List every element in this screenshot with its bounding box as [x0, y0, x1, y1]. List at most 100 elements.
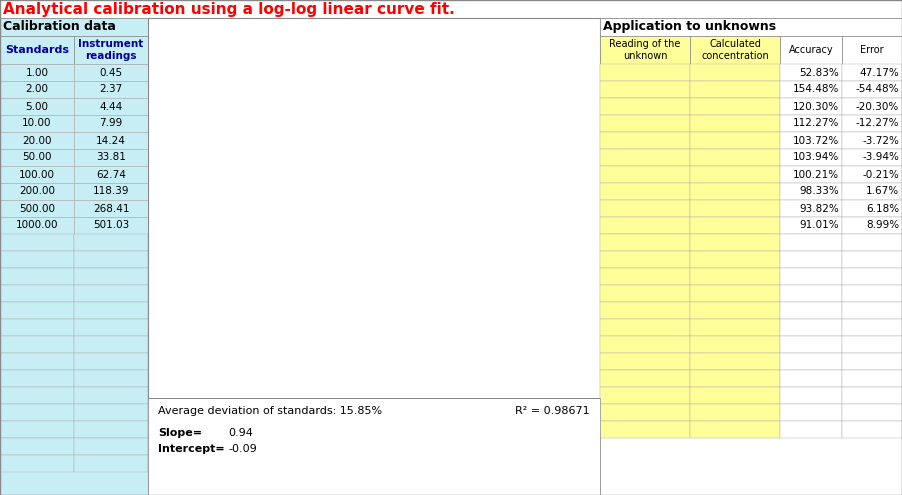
Bar — [74, 183, 148, 200]
Bar — [690, 149, 780, 166]
Bar — [690, 200, 780, 217]
Bar — [600, 115, 690, 132]
Bar — [842, 404, 902, 421]
Bar — [690, 387, 780, 404]
Bar — [780, 183, 842, 200]
Bar — [600, 36, 690, 64]
Bar — [0, 166, 74, 183]
Bar — [600, 98, 690, 115]
Bar — [74, 166, 148, 183]
Text: Standards: Standards — [5, 45, 69, 55]
Bar — [600, 353, 690, 370]
Text: 20.00: 20.00 — [23, 136, 51, 146]
Bar — [600, 166, 690, 183]
Text: 50.00: 50.00 — [23, 152, 51, 162]
Bar — [780, 302, 842, 319]
Text: 0.94: 0.94 — [228, 428, 253, 438]
Text: Average deviation of standards: 15.85%: Average deviation of standards: 15.85% — [158, 406, 382, 416]
Text: Application to unknowns: Application to unknowns — [603, 20, 776, 33]
Text: 47.17%: 47.17% — [860, 67, 899, 78]
Bar — [74, 251, 148, 268]
Bar — [842, 370, 902, 387]
Bar — [74, 115, 148, 132]
Bar — [0, 370, 74, 387]
Text: 500.00: 500.00 — [19, 203, 55, 213]
Text: 1.67%: 1.67% — [866, 187, 899, 197]
Bar — [0, 404, 74, 421]
Bar — [690, 302, 780, 319]
Bar — [780, 36, 842, 64]
Text: -0.21%: -0.21% — [862, 169, 899, 180]
Bar — [600, 421, 690, 438]
Bar — [690, 370, 780, 387]
Bar — [74, 455, 148, 472]
Bar — [600, 234, 690, 251]
Text: -0.09: -0.09 — [228, 444, 257, 454]
Bar — [0, 98, 74, 115]
Bar — [74, 64, 148, 81]
Text: 1.00: 1.00 — [25, 67, 49, 78]
Bar — [780, 370, 842, 387]
Text: 100.00: 100.00 — [19, 169, 55, 180]
Bar — [842, 166, 902, 183]
Text: 103.94%: 103.94% — [793, 152, 839, 162]
Bar — [74, 234, 148, 251]
Bar — [690, 36, 780, 64]
Bar — [780, 132, 842, 149]
Bar — [842, 200, 902, 217]
Bar — [0, 421, 74, 438]
Bar — [0, 200, 74, 217]
Text: 0.45: 0.45 — [99, 67, 123, 78]
Bar — [780, 319, 842, 336]
Bar — [690, 319, 780, 336]
Bar — [690, 81, 780, 98]
Bar — [780, 285, 842, 302]
Bar — [842, 98, 902, 115]
Bar — [842, 285, 902, 302]
Bar — [690, 183, 780, 200]
Text: 100.21%: 100.21% — [793, 169, 839, 180]
Bar — [842, 217, 902, 234]
Text: 14.24: 14.24 — [96, 136, 126, 146]
Bar — [74, 370, 148, 387]
Bar — [690, 268, 780, 285]
Text: Error: Error — [861, 45, 884, 55]
Bar — [842, 81, 902, 98]
Bar — [690, 404, 780, 421]
Bar — [780, 336, 842, 353]
Text: 501.03: 501.03 — [93, 220, 129, 231]
Bar — [690, 98, 780, 115]
Bar — [600, 149, 690, 166]
Text: R² = 0.98671: R² = 0.98671 — [515, 406, 590, 416]
Text: 118.39: 118.39 — [93, 187, 129, 197]
Bar — [74, 149, 148, 166]
Text: 6.18%: 6.18% — [866, 203, 899, 213]
Bar — [74, 319, 148, 336]
Text: -3.94%: -3.94% — [862, 152, 899, 162]
Bar — [600, 132, 690, 149]
Bar — [780, 98, 842, 115]
Bar — [74, 438, 148, 455]
Bar — [842, 36, 902, 64]
Text: 4.44: 4.44 — [99, 101, 123, 111]
Bar — [842, 115, 902, 132]
Text: 10.00: 10.00 — [23, 118, 51, 129]
Bar — [0, 115, 74, 132]
Bar — [0, 183, 74, 200]
Bar — [600, 387, 690, 404]
Bar — [780, 353, 842, 370]
Bar — [600, 336, 690, 353]
Bar — [780, 268, 842, 285]
X-axis label: Log Concentration: Log Concentration — [332, 298, 446, 308]
Text: 2.00: 2.00 — [25, 85, 49, 95]
Text: 103.72%: 103.72% — [793, 136, 839, 146]
Bar — [690, 353, 780, 370]
Text: 1000.00: 1000.00 — [15, 220, 59, 231]
Bar — [600, 404, 690, 421]
Text: 154.48%: 154.48% — [793, 85, 839, 95]
Bar — [600, 18, 902, 36]
Bar — [600, 183, 690, 200]
Bar — [74, 36, 148, 64]
Bar — [690, 336, 780, 353]
Bar — [600, 200, 690, 217]
